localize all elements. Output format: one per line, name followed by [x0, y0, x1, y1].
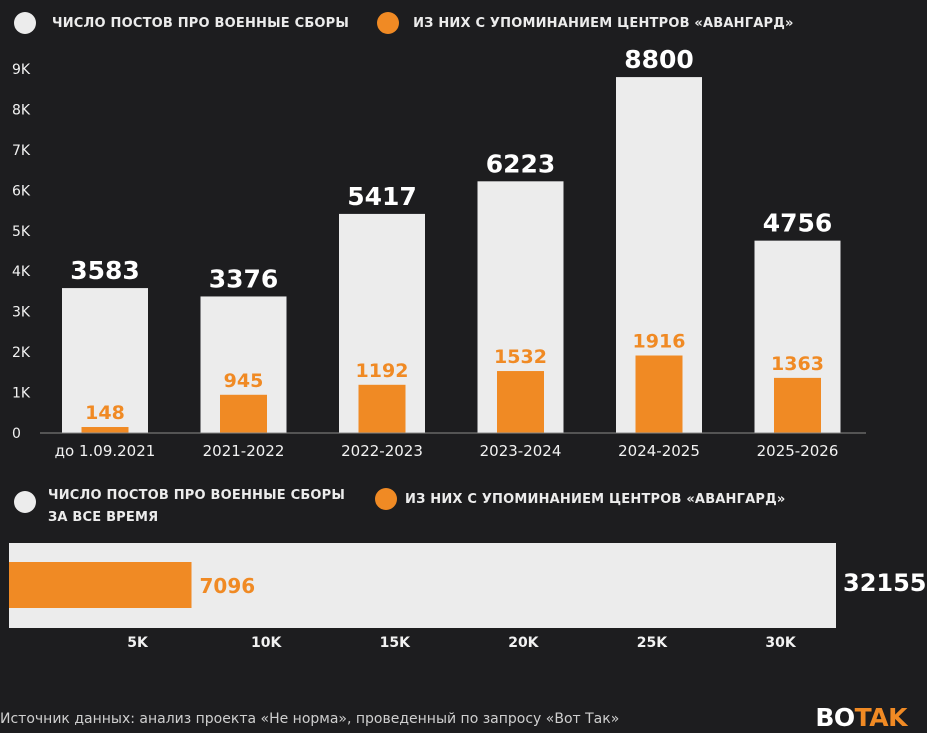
data-label-avangard-all-time: 7096	[200, 574, 256, 598]
legend2-avangard-label: ИЗ НИХ С УПОМИНАНИЕМ ЦЕНТРОВ «АВАНГАРД»	[405, 491, 786, 507]
data-label-avangard: 945	[224, 370, 264, 392]
y-tick-label: 2K	[12, 345, 31, 361]
y-tick-label: 5K	[12, 224, 31, 240]
x-tick-label: 5K	[127, 635, 149, 651]
x-tick-label: 25K	[637, 635, 668, 651]
legend-total-swatch	[14, 12, 36, 34]
legend2-total-label-line1: ЧИСЛО ПОСТОВ ПРО ВОЕННЫЕ СБОРЫ	[48, 488, 346, 503]
bar-total	[62, 288, 148, 433]
bar-avangard-all-time	[9, 562, 192, 608]
data-label-total: 8800	[624, 45, 694, 74]
data-label-total: 3376	[209, 264, 279, 293]
y-tick-label: 7K	[12, 143, 31, 159]
x-tick-label: 10K	[251, 635, 282, 651]
brand-logo-part2: TAK	[854, 703, 908, 732]
x-tick-label: 15K	[380, 635, 411, 651]
y-tick-label: 0	[12, 426, 21, 442]
brand-logo: BOTAK	[815, 703, 907, 732]
brand-logo-part1: BO	[815, 703, 855, 732]
data-label-total: 4756	[763, 209, 833, 238]
data-label-total: 3583	[70, 256, 140, 285]
data-label-avangard: 1192	[356, 360, 409, 382]
legend-top: ЧИСЛО ПОСТОВ ПРО ВОЕННЫЕ СБОРЫ ИЗ НИХ С …	[14, 12, 794, 34]
legend2-total-label-line2: ЗА ВСЕ ВРЕМЯ	[48, 510, 159, 525]
bar-avangard	[358, 384, 406, 433]
x-tick-label: 2022-2023	[341, 442, 423, 460]
data-label-avangard: 1532	[494, 346, 547, 368]
data-label-avangard: 1916	[633, 331, 686, 353]
bar-avangard	[497, 371, 544, 433]
bar-avangard	[635, 355, 683, 433]
y-tick-label: 9K	[12, 62, 31, 78]
data-label-total: 5417	[347, 182, 417, 211]
yearly-bar-chart: 0 1K 2K 3K 4K 5K 6K 7K 8K 9K 3583 148 до 1.09.2021 33…	[12, 45, 866, 460]
legend-avangard-label: ИЗ НИХ С УПОМИНАНИЕМ ЦЕНТРОВ «АВАНГАРД»	[413, 15, 794, 31]
x-tick-label: 30K	[765, 635, 796, 651]
y-tick-label: 8K	[12, 102, 31, 118]
data-label-avangard: 1363	[771, 353, 824, 375]
x-tick-label: 2021-2022	[203, 442, 285, 460]
data-label-avangard: 148	[85, 402, 125, 424]
bar-avangard	[81, 427, 129, 433]
x-tick-label: 2023-2024	[480, 442, 562, 460]
y-tick-label: 4K	[12, 264, 31, 280]
legend-total-label: ЧИСЛО ПОСТОВ ПРО ВОЕННЫЕ СБОРЫ	[52, 15, 350, 31]
legend-avangard-swatch	[377, 12, 400, 34]
legend-avangard-all-time: ИЗ НИХ С УПОМИНАНИЕМ ЦЕНТРОВ «АВАНГАРД»	[375, 488, 786, 510]
bar-avangard	[220, 394, 267, 433]
legend2-total-swatch	[14, 491, 36, 513]
legend-total-all-time: ЧИСЛО ПОСТОВ ПРО ВОЕННЫЕ СБОРЫ ЗА ВСЕ ВР…	[14, 485, 345, 529]
y-tick-label: 1K	[12, 386, 31, 402]
data-label-total-all-time: 32155	[843, 569, 927, 597]
bar-avangard	[774, 377, 821, 433]
y-tick-label: 6K	[12, 183, 31, 199]
footer-source: Источник данных: анализ проекта «Не норм…	[0, 711, 620, 727]
legend2-avangard-swatch	[375, 488, 397, 510]
y-tick-label: 3K	[12, 305, 31, 321]
all-time-bar-chart: 7096 32155 5K 10K 15K 20K 25K 30K	[9, 543, 927, 651]
x-tick-label: 2024-2025	[618, 442, 700, 460]
x-tick-label: 2025-2026	[757, 442, 839, 460]
x-tick-label: 20K	[508, 635, 539, 651]
data-label-total: 6223	[486, 149, 556, 178]
x-tick-label: до 1.09.2021	[55, 442, 156, 460]
